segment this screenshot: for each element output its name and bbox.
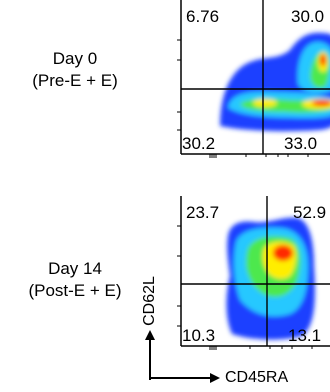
panel1-label-line2: (Pre-E + E) [32,71,118,90]
panel2-sample-label: Day 14 (Post-E + E) [0,258,150,302]
panel1-label-line1: Day 0 [52,49,98,68]
panel2-density-cloud [226,217,315,340]
panel1-density-high [312,100,330,106]
panel2-density-high [273,245,293,261]
panel2-quadrant-ul-value: 23.7 [186,203,219,222]
panel1-density-midhigh-2 [253,99,277,107]
x-axis-label: CD45RA [225,369,289,386]
panel2-quadrant-ll-value: 10.3 [182,326,215,345]
panel2-flow-plot: 23.7 52.9 10.3 13.1 [177,196,330,350]
panel1-density-cloud [220,32,330,132]
axis-arrows [145,330,220,383]
panel1-sample-label: Day 0 (Pre-E + E) [0,48,150,92]
panel2-quadrant-lr-value: 13.1 [288,326,321,345]
panel2-quadrant-ur-value: 52.9 [293,203,326,222]
panel1-quadrant-lr-value: 33.0 [284,134,317,153]
panel1-density-high-2 [320,54,326,66]
panel1-quadrant-ur-value: 30.0 [291,7,324,26]
panel1-axis-ticks [177,39,309,158]
y-axis-label: CD62L [141,276,158,326]
y-axis-arrowhead [145,330,155,340]
panel1-flow-plot: 6.76 30.0 30.2 33.0 [177,0,330,158]
panel1-quadrant-ll-value: 30.2 [182,134,215,153]
panel2-label-line2: (Post-E + E) [28,281,122,300]
x-axis-arrowhead [210,373,220,383]
panel1-quadrant-ul-value: 6.76 [186,7,219,26]
panel2-axis-ticks [177,225,313,350]
panel2-label-line1: Day 14 [48,259,102,278]
